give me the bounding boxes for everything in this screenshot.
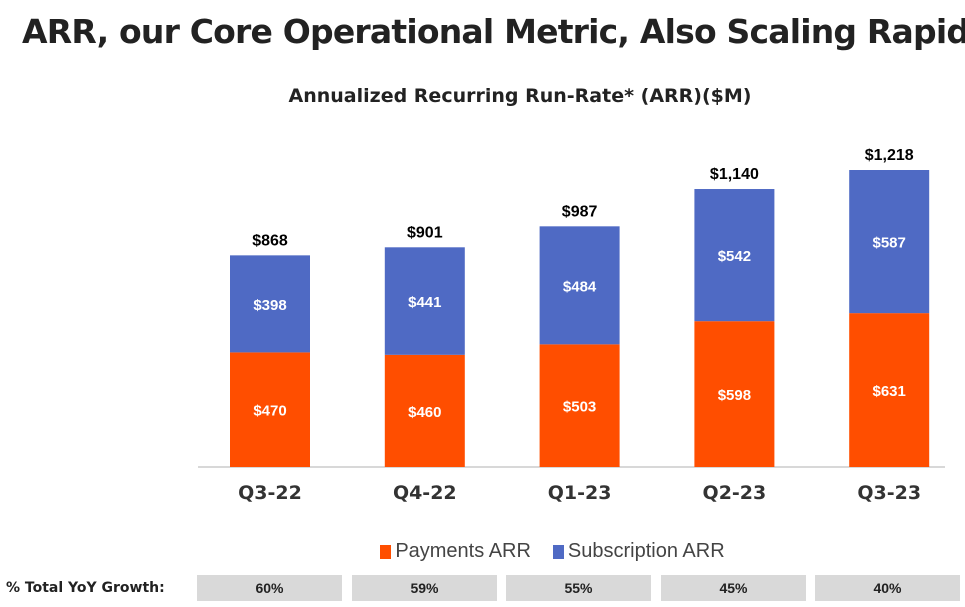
growth-value: 45% [661, 575, 806, 601]
x-tick-label: Q1-23 [548, 482, 612, 504]
chart-title: Annualized Recurring Run-Rate* (ARR)($M) [288, 85, 752, 107]
data-label: $598 [718, 387, 751, 404]
data-label: $631 [873, 383, 906, 400]
x-tick-label: Q3-23 [857, 482, 921, 504]
x-tick-label: Q2-23 [703, 482, 767, 504]
total-label: $1,140 [710, 166, 759, 183]
total-label: $901 [407, 224, 443, 241]
x-tick-label: Q4-22 [393, 482, 457, 504]
bar-payments [849, 313, 930, 467]
slide-title: ARR, our Core Operational Metric, Also S… [22, 12, 965, 51]
bar-payments [694, 321, 775, 467]
bar-subscription [384, 247, 465, 355]
bar-subscription [539, 226, 620, 345]
data-label: $398 [253, 297, 286, 314]
subscription-swatch [552, 544, 564, 559]
data-label: $441 [408, 294, 441, 311]
growth-value: 55% [506, 575, 651, 601]
bar-subscription [694, 189, 775, 322]
data-label: $503 [563, 399, 596, 416]
total-label: $868 [252, 232, 288, 249]
payments-swatch [380, 544, 392, 559]
x-tick-label: Q3-22 [238, 482, 302, 504]
growth-value: 59% [352, 575, 497, 601]
growth-value: 40% [815, 575, 960, 601]
data-label: $484 [563, 278, 597, 295]
growth-row-label: % Total YoY Growth: [6, 580, 165, 596]
bar-subscription [849, 170, 930, 314]
bar-payments [384, 354, 465, 467]
growth-value: 60% [197, 575, 342, 601]
legend-item-subscription: Subscription ARR [552, 540, 725, 563]
bar-payments [539, 344, 620, 467]
legend-label-subscription: Subscription ARR [567, 540, 725, 562]
total-label: $1,218 [865, 147, 914, 164]
data-label: $470 [253, 403, 286, 420]
legend-label-payments: Payments ARR [395, 540, 531, 562]
stacked-bar-chart: $470 $398 $868 Q3-22 $460 $441 $901 Q4-22 $503 $4… [198, 147, 945, 504]
legend-item-payments: Payments ARR [380, 540, 531, 563]
data-label: $587 [873, 235, 906, 252]
total-label: $987 [562, 203, 598, 220]
data-label: $460 [408, 404, 441, 421]
data-label: $542 [718, 248, 751, 265]
legend: Payments ARR Subscription ARR [0, 540, 965, 563]
bar-payments [230, 352, 310, 467]
bar-subscription [230, 255, 310, 353]
